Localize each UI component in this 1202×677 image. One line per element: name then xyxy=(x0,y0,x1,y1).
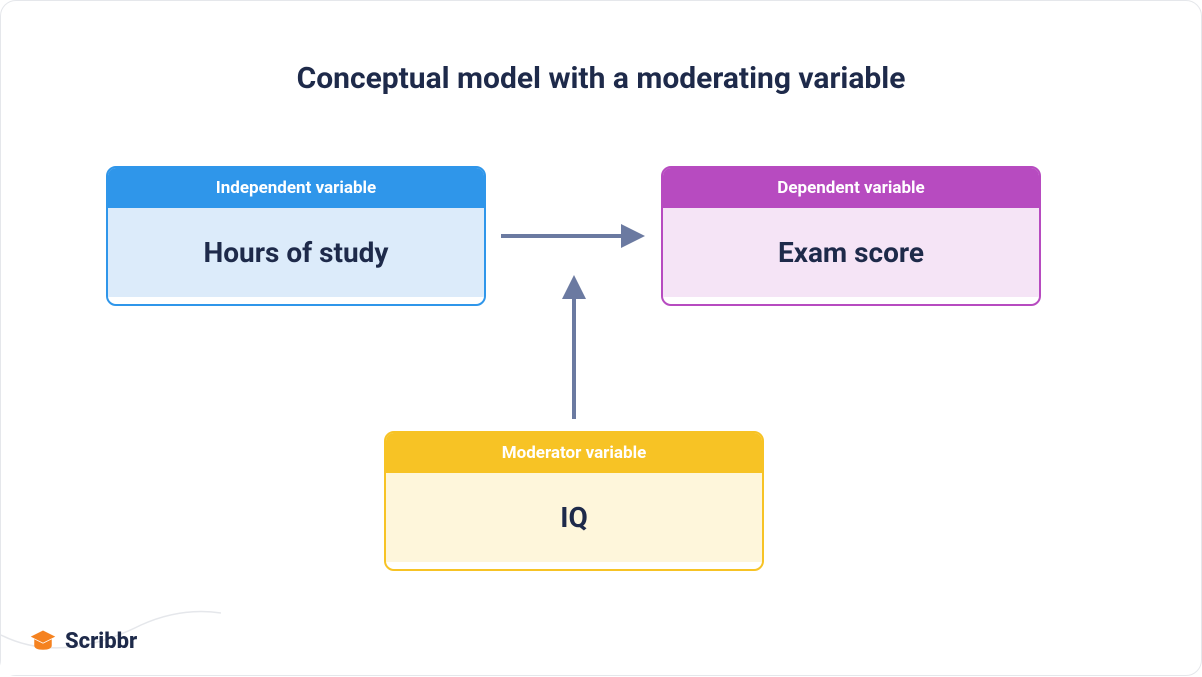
diagram-canvas: Conceptual model with a moderating varia… xyxy=(0,0,1202,676)
brand-logo: Scribbr xyxy=(29,627,137,655)
brand-name: Scribbr xyxy=(65,629,137,654)
graduation-cap-icon xyxy=(29,627,57,655)
edges-layer xyxy=(1,1,1202,677)
